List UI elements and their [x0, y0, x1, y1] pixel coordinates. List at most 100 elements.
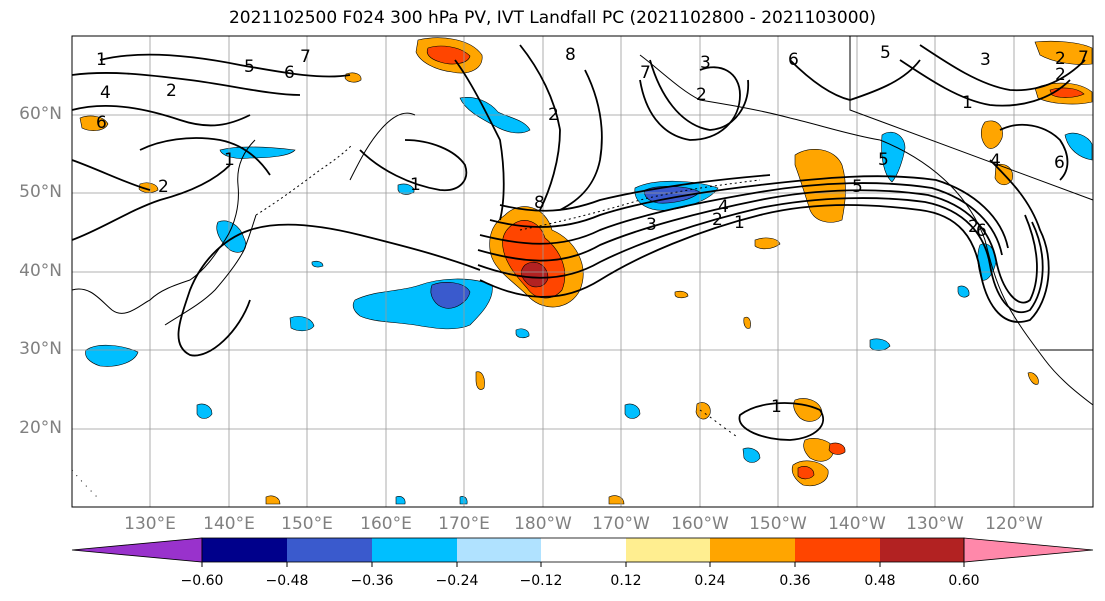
pv-contours: [71, 44, 1086, 441]
contour-label: 1: [224, 150, 235, 170]
positive-anomaly-core: [828, 442, 846, 455]
colorbar-segment: [626, 538, 710, 562]
negative-anomaly-region: [742, 447, 761, 463]
contour-label: 2: [166, 81, 177, 101]
negative-anomaly-region: [624, 403, 641, 419]
contour-label: 2: [1055, 49, 1066, 69]
contour-label: 6: [1054, 153, 1065, 173]
positive-anomaly-region: [138, 182, 159, 193]
colorbar-min-extend: [71, 537, 203, 563]
positive-anomaly-core: [797, 466, 815, 480]
contour-label: 7: [1078, 48, 1089, 68]
colorbar-tick-label: 0.12: [610, 573, 642, 589]
positive-anomaly-region: [803, 438, 835, 462]
negative-anomaly-region: [289, 316, 315, 332]
negative-anomaly-region: [515, 328, 530, 339]
colorbar-tick-label: 0.60: [948, 573, 980, 589]
north-america-coastline: [879, 139, 1094, 406]
negative-anomaly-region: [311, 260, 324, 268]
shaded-fields: [79, 37, 1093, 505]
colorbar-tick-label: 0.48: [864, 573, 896, 589]
lon-label: 160°W: [671, 514, 729, 534]
negative-anomaly-region: [397, 183, 415, 195]
negative-anomaly-region: [85, 344, 139, 367]
negative-anomaly-region: [196, 403, 213, 419]
contour-label: 6: [96, 113, 107, 133]
positive-anomaly-region: [475, 371, 485, 390]
colorbar-segment: [457, 538, 541, 562]
positive-anomaly-peak: [521, 261, 549, 288]
colorbar-segment: [541, 538, 626, 562]
contour-label: 6: [788, 50, 799, 70]
colorbar-segment: [202, 538, 287, 562]
map-title: 2021102500 F024 300 hPa PV, IVT Landfall…: [228, 8, 876, 28]
colorbar-segment: [372, 538, 457, 562]
positive-anomaly-core: [426, 45, 471, 65]
lon-label: 140°E: [203, 514, 255, 534]
positive-anomaly-region: [344, 72, 362, 83]
negative-anomaly-region: [957, 285, 970, 298]
contour-label: 2: [696, 85, 707, 105]
contour-label: 4: [100, 83, 111, 103]
contour-label: 6: [284, 63, 295, 83]
colorbar-max-extend: [963, 537, 1094, 563]
coastlines: [71, 36, 1094, 501]
lat-label: 30°N: [19, 339, 62, 359]
negative-anomaly-region: [219, 146, 296, 159]
positive-anomaly-region: [79, 115, 109, 131]
contour-label: 2: [712, 210, 723, 230]
positive-anomaly-region: [695, 402, 711, 420]
lon-label: 150°E: [281, 514, 333, 534]
negative-anomaly-region: [869, 338, 891, 351]
asia-coastline: [71, 139, 256, 314]
lon-label: 170°W: [592, 514, 650, 534]
lon-label: 150°W: [749, 514, 807, 534]
negative-anomaly-region: [881, 131, 906, 183]
map-panel: 1 2 4 6 5 6 7 1 2 8 2 6 7 5 5 3 2 2 5 3 …: [71, 35, 1094, 508]
negative-anomaly-region: [395, 496, 406, 505]
lon-label: 160°E: [360, 514, 412, 534]
contour-label: 1: [734, 213, 745, 233]
positive-anomaly-region: [980, 120, 1003, 149]
contour-label: 7: [300, 47, 311, 67]
contour-label: 2: [158, 177, 169, 197]
colorbar-tick-label: 0.24: [694, 573, 726, 589]
lat-label: 40°N: [19, 261, 62, 281]
contour-label: 6: [976, 221, 987, 241]
contour-label: 8: [534, 193, 545, 213]
contour-label: 1: [962, 93, 973, 113]
lon-label: 180°W: [514, 514, 572, 534]
contour-label: 1: [410, 175, 421, 195]
contour-label: 5: [244, 57, 255, 77]
lon-label: 140°W: [828, 514, 886, 534]
colorbar-segment: [880, 538, 964, 562]
colorbar-tick-label: −0.36: [350, 573, 394, 589]
positive-anomaly-region: [265, 495, 281, 505]
colorbar-tick-label: 0.36: [779, 573, 811, 589]
contour-labels: 1 2 4 6 5 6 7 1 2 8 2 6 7 5 5 3 2 2 5 3 …: [96, 43, 1089, 417]
contour-label: 1: [771, 397, 782, 417]
positive-anomaly-region: [1034, 40, 1093, 65]
alaska-coastline: [639, 54, 881, 141]
colorbar-tick-label: −0.60: [180, 573, 224, 589]
contour-label: 7: [640, 63, 651, 83]
kamchatka-coastline: [349, 112, 416, 181]
lat-label: 50°N: [19, 182, 62, 202]
positive-anomaly-region: [1027, 372, 1039, 385]
contour-label: 3: [700, 53, 711, 73]
contour-label: 4: [718, 197, 729, 217]
contour-label: 3: [980, 50, 991, 70]
positive-anomaly-region: [794, 148, 846, 223]
japan-coastline: [164, 214, 257, 326]
contour-label: 8: [565, 45, 576, 65]
positive-anomaly-region: [743, 316, 751, 329]
contour-label: 4: [990, 151, 1001, 171]
lon-label: 130°E: [124, 514, 176, 534]
canada-border: [849, 36, 1094, 201]
positive-anomaly-region: [754, 237, 781, 250]
colorbar-tick-label: −0.12: [519, 573, 563, 589]
colorbar-tick-label: −0.24: [435, 573, 479, 589]
contour-label: 3: [646, 215, 657, 235]
colorbar-tick-label: −0.48: [265, 573, 309, 589]
